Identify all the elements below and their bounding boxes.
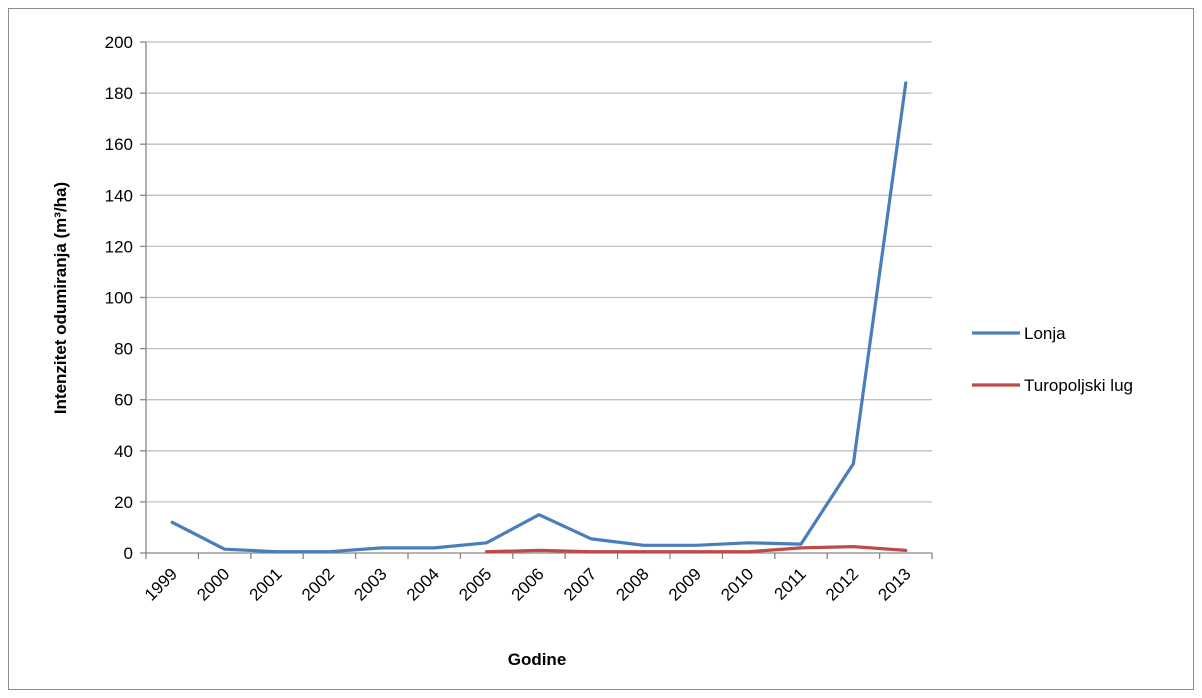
legend-label-1: Turopoljski lug bbox=[1024, 376, 1133, 395]
y-tick-label: 180 bbox=[105, 84, 133, 103]
y-axis-title: Intenzitet odumiranja (m³/ha) bbox=[51, 182, 70, 414]
x-tick-label: 2001 bbox=[246, 564, 286, 604]
x-tick-label: 2005 bbox=[455, 564, 495, 604]
x-tick-label: 1999 bbox=[141, 564, 181, 604]
x-tick-label: 2000 bbox=[193, 564, 233, 604]
x-tick-label: 2003 bbox=[350, 564, 390, 604]
gridlines bbox=[146, 41, 932, 503]
legend-label-0: Lonja bbox=[1024, 324, 1066, 343]
x-axis-title: Godine bbox=[508, 650, 567, 669]
x-tick-label: 2009 bbox=[665, 564, 705, 604]
y-tick-label: 20 bbox=[114, 493, 133, 512]
x-tick-label: 2004 bbox=[403, 564, 443, 604]
series-lines bbox=[170, 81, 908, 554]
legend: Lonja Turopoljski lug bbox=[972, 324, 1133, 395]
x-tick-label: 2011 bbox=[771, 564, 810, 603]
x-tick-label: 2013 bbox=[874, 564, 914, 604]
x-tick-label: 2002 bbox=[298, 564, 338, 604]
x-tick-label: 2008 bbox=[612, 564, 652, 604]
x-tick-label: 2006 bbox=[508, 564, 548, 604]
y-tick-label: 0 bbox=[124, 544, 133, 563]
y-tick-label: 40 bbox=[114, 442, 133, 461]
series-line-1 bbox=[485, 545, 908, 554]
x-tick-label: 2007 bbox=[560, 564, 600, 604]
axes bbox=[140, 41, 933, 559]
y-tick-label: 100 bbox=[105, 289, 133, 308]
y-tick-label: 120 bbox=[105, 237, 133, 256]
series-line-0 bbox=[170, 81, 908, 554]
x-tick-label: 2012 bbox=[822, 564, 862, 604]
y-tick-label: 200 bbox=[105, 33, 133, 52]
y-tick-label: 160 bbox=[105, 135, 133, 154]
x-tick-labels: 1999 2000 2001 2002 2003 2004 2005 2006 2007 2008… bbox=[141, 564, 915, 604]
x-tick-label: 2010 bbox=[717, 564, 757, 604]
y-tick-label: 60 bbox=[114, 391, 133, 410]
y-tick-label: 80 bbox=[114, 340, 133, 359]
y-tick-labels: 0 20 40 60 80 100 120 140 160 180 200 bbox=[105, 33, 133, 563]
y-tick-label: 140 bbox=[105, 186, 133, 205]
